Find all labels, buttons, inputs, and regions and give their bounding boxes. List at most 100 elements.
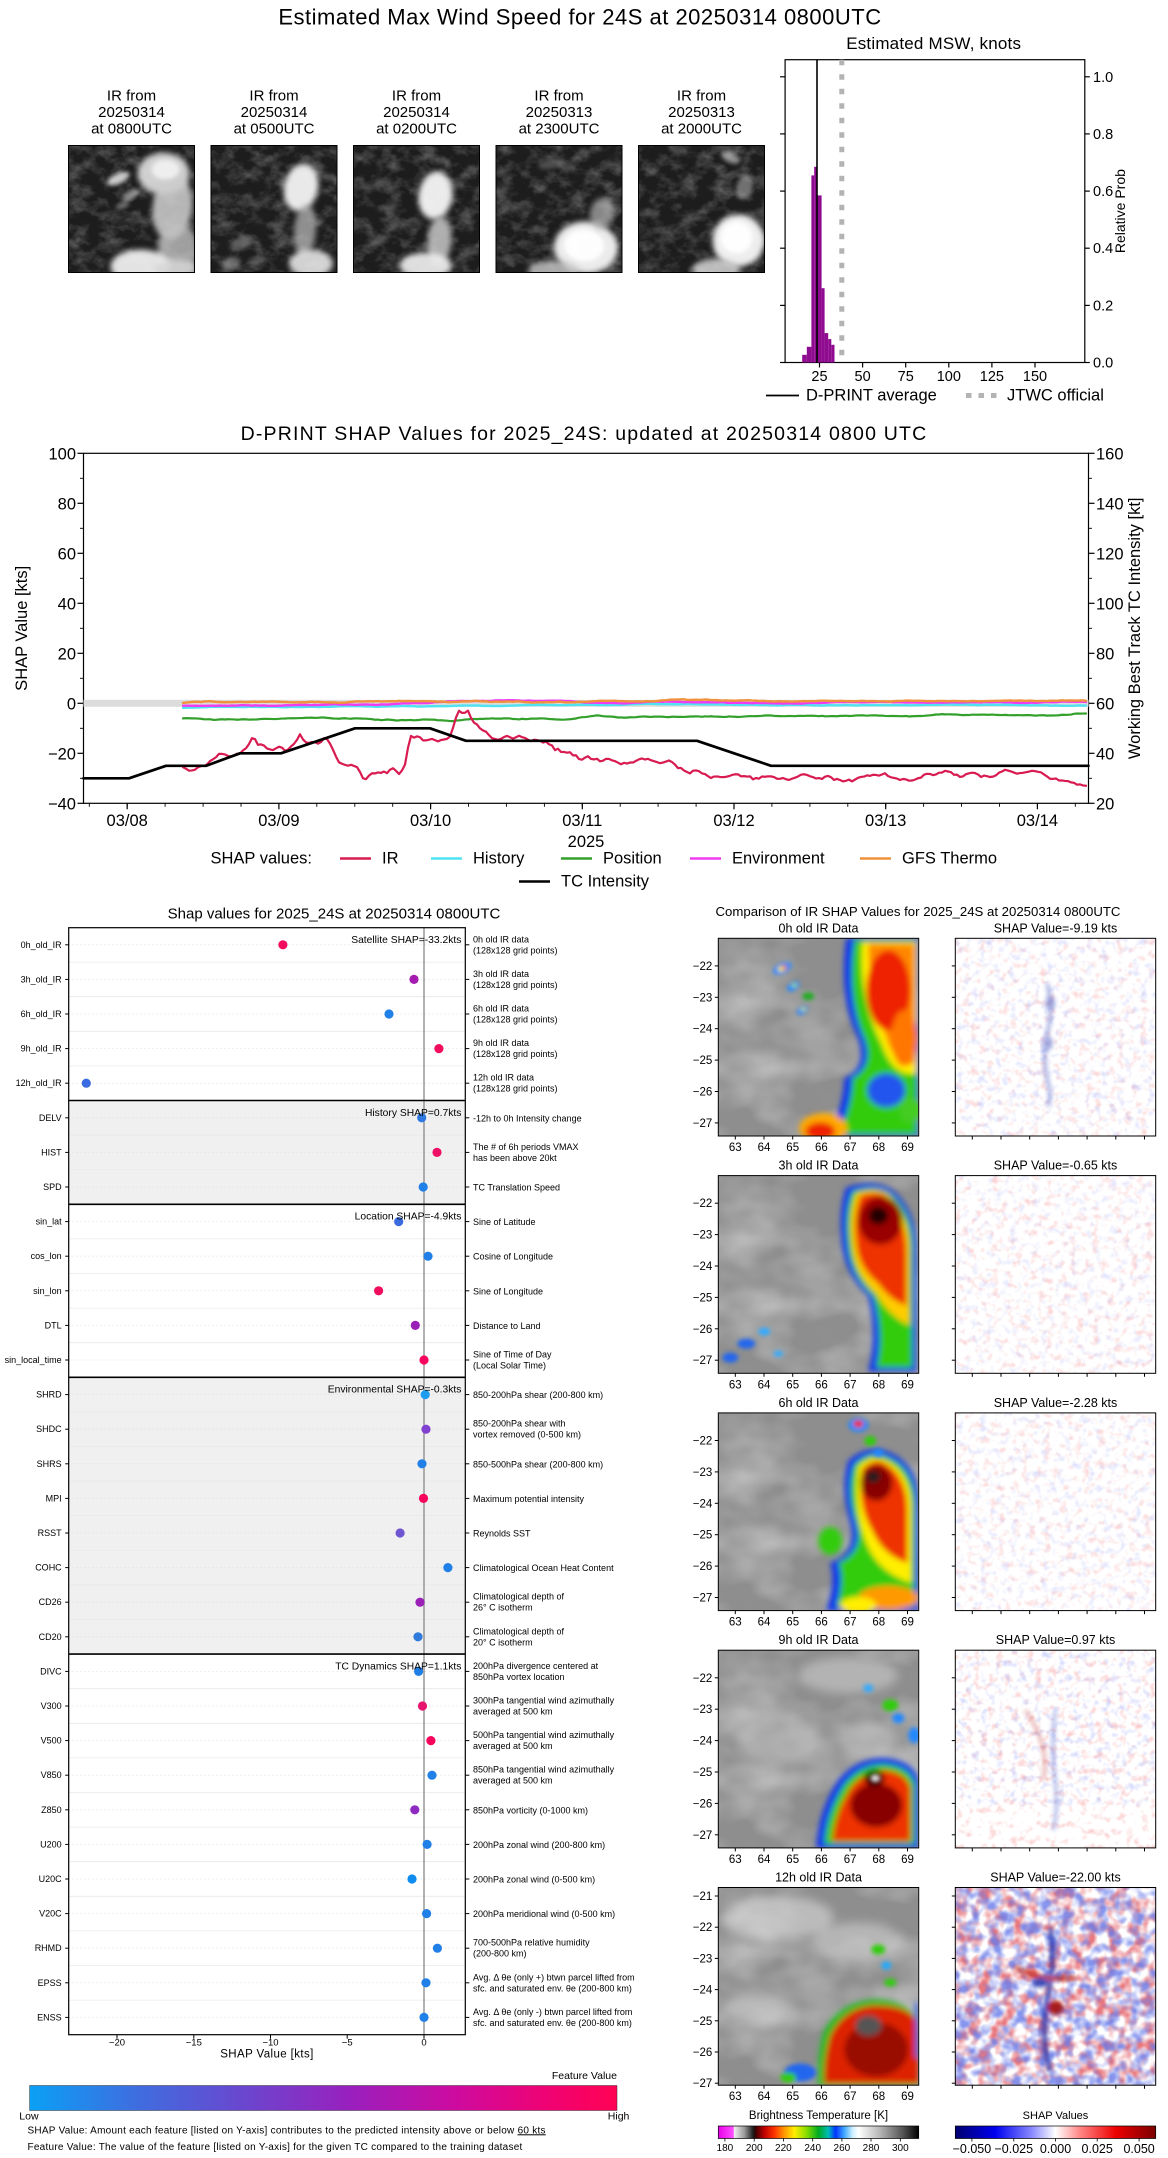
svg-text:160: 160 <box>1096 445 1124 463</box>
svg-text:300hPa tangential wind azimuth: 300hPa tangential wind azimuthally <box>473 1696 615 1706</box>
svg-text:100: 100 <box>937 369 961 385</box>
svg-text:850-500hPa shear (200-800 km): 850-500hPa shear (200-800 km) <box>473 1459 603 1469</box>
svg-text:Sine of Longitude: Sine of Longitude <box>473 1286 543 1296</box>
svg-text:at 2000UTC: at 2000UTC <box>661 121 742 138</box>
svg-text:200hPa zonal wind (0-500 km): 200hPa zonal wind (0-500 km) <box>473 1875 595 1885</box>
svg-text:COHC: COHC <box>35 1563 62 1573</box>
svg-text:Climatological Ocean Heat Cont: Climatological Ocean Heat Content <box>473 1563 614 1573</box>
svg-text:68: 68 <box>872 2091 885 2103</box>
svg-text:sfc. and saturated env. θe (20: sfc. and saturated env. θe (200-800 km) <box>473 1983 632 1993</box>
svg-text:Working Best Track TC Intensit: Working Best Track TC Intensity [kt] <box>1126 497 1144 759</box>
svg-text:40: 40 <box>58 595 76 613</box>
svg-text:9h old IR Data: 9h old IR Data <box>779 1633 859 1647</box>
svg-text:200hPa divergence centered at: 200hPa divergence centered at <box>473 1661 599 1671</box>
svg-text:66: 66 <box>815 2091 828 2103</box>
svg-text:Shap values for 2025_24S at 20: Shap values for 2025_24S at 20250314 080… <box>168 906 501 923</box>
svg-text:−20: −20 <box>109 2038 125 2049</box>
svg-text:20: 20 <box>58 645 76 663</box>
svg-text:−23: −23 <box>693 992 713 1004</box>
svg-text:-12h to 0h Intensity change: -12h to 0h Intensity change <box>473 1113 582 1123</box>
svg-text:03/13: 03/13 <box>865 812 906 830</box>
svg-text:SHRD: SHRD <box>36 1390 62 1400</box>
svg-text:20250314: 20250314 <box>241 104 308 121</box>
svg-text:63: 63 <box>729 1142 742 1154</box>
svg-text:6h old IR data: 6h old IR data <box>473 1004 529 1014</box>
svg-text:850-200hPa shear with: 850-200hPa shear with <box>473 1419 566 1429</box>
svg-text:−27: −27 <box>693 2078 713 2090</box>
svg-text:63: 63 <box>729 1379 742 1391</box>
svg-text:20: 20 <box>1096 795 1114 813</box>
svg-text:66: 66 <box>815 1142 828 1154</box>
svg-text:0: 0 <box>67 695 76 713</box>
svg-text:SHRS: SHRS <box>37 1459 62 1469</box>
svg-text:DIVC: DIVC <box>40 1666 62 1676</box>
svg-text:V20C: V20C <box>39 1909 62 1919</box>
svg-text:GFS Thermo: GFS Thermo <box>902 850 997 868</box>
svg-text:69: 69 <box>901 1379 914 1391</box>
svg-text:−23: −23 <box>693 1467 713 1479</box>
svg-text:−27: −27 <box>693 1830 713 1842</box>
svg-text:100: 100 <box>48 445 76 463</box>
svg-text:140: 140 <box>1096 495 1124 513</box>
svg-text:6h_old_IR: 6h_old_IR <box>21 1009 63 1019</box>
svg-text:−24: −24 <box>693 1985 713 1997</box>
svg-text:69: 69 <box>901 1142 914 1154</box>
svg-text:Satellite SHAP=-33.2kts: Satellite SHAP=-33.2kts <box>351 935 461 946</box>
svg-text:SHAP Value [kts]: SHAP Value [kts] <box>13 566 31 691</box>
svg-text:Cosine of Longitude: Cosine of Longitude <box>473 1252 553 1262</box>
svg-text:SHAP Value=0.97 kts: SHAP Value=0.97 kts <box>996 1633 1115 1647</box>
svg-text:at 0200UTC: at 0200UTC <box>376 121 457 138</box>
svg-text:Reynolds SST: Reynolds SST <box>473 1529 531 1539</box>
svg-text:Brightness Temperature [K]: Brightness Temperature [K] <box>749 2110 888 2122</box>
svg-text:−24: −24 <box>693 1736 713 1748</box>
svg-text:D-PRINT average: D-PRINT average <box>806 387 937 405</box>
svg-text:260: 260 <box>834 2143 851 2154</box>
svg-text:averaged at 500 km: averaged at 500 km <box>473 1741 553 1751</box>
svg-text:66: 66 <box>815 1854 828 1866</box>
svg-text:ENSS: ENSS <box>37 2012 62 2022</box>
svg-text:(200-800 km): (200-800 km) <box>473 1949 527 1959</box>
svg-text:700-500hPa relative humidity: 700-500hPa relative humidity <box>473 1938 590 1948</box>
svg-text:Sine of Latitude: Sine of Latitude <box>473 1217 536 1227</box>
svg-text:63: 63 <box>729 1617 742 1629</box>
svg-text:3h old IR Data: 3h old IR Data <box>779 1159 859 1173</box>
svg-text:67: 67 <box>844 1142 857 1154</box>
svg-text:0.025: 0.025 <box>1082 2142 1113 2156</box>
svg-text:Sine of Time of Day: Sine of Time of Day <box>473 1350 552 1360</box>
svg-text:12h_old_IR: 12h_old_IR <box>16 1078 63 1088</box>
svg-text:Position: Position <box>603 850 662 868</box>
svg-text:−20: −20 <box>48 745 76 763</box>
svg-text:0.2: 0.2 <box>1093 298 1113 314</box>
svg-text:03/11: 03/11 <box>562 812 602 830</box>
svg-text:850hPa tangential wind azimuth: 850hPa tangential wind azimuthally <box>473 1765 615 1775</box>
svg-text:−23: −23 <box>693 1704 713 1716</box>
svg-text:220: 220 <box>775 2143 792 2154</box>
svg-text:Relative Prob: Relative Prob <box>1112 169 1128 253</box>
svg-text:averaged at 500 km: averaged at 500 km <box>473 1707 553 1717</box>
svg-text:25: 25 <box>811 369 827 385</box>
svg-text:20° C isotherm: 20° C isotherm <box>473 1637 533 1647</box>
svg-text:500hPa tangential wind azimuth: 500hPa tangential wind azimuthally <box>473 1730 615 1740</box>
svg-text:SHAP Value=-9.19 kts: SHAP Value=-9.19 kts <box>994 921 1118 935</box>
svg-text:240: 240 <box>804 2143 821 2154</box>
svg-text:IR from: IR from <box>392 88 441 105</box>
svg-text:850-200hPa shear (200-800 km): 850-200hPa shear (200-800 km) <box>473 1390 603 1400</box>
svg-text:60: 60 <box>1096 695 1114 713</box>
svg-text:−26: −26 <box>693 1324 713 1336</box>
svg-text:IR from: IR from <box>534 88 583 105</box>
svg-text:−27: −27 <box>693 1355 713 1367</box>
svg-text:−25: −25 <box>693 1055 713 1067</box>
svg-text:SHAP Values: SHAP Values <box>1023 2110 1089 2122</box>
svg-text:200: 200 <box>746 2143 763 2154</box>
svg-text:64: 64 <box>758 2091 771 2103</box>
svg-text:65: 65 <box>786 1379 799 1391</box>
svg-text:Distance to Land: Distance to Land <box>473 1321 541 1331</box>
svg-text:−25: −25 <box>693 1767 713 1779</box>
svg-text:63: 63 <box>729 2091 742 2103</box>
svg-text:200hPa zonal wind (200-800 km): 200hPa zonal wind (200-800 km) <box>473 1840 605 1850</box>
svg-text:3h old IR data: 3h old IR data <box>473 969 529 979</box>
svg-text:Comparison of IR SHAP Values f: Comparison of IR SHAP Values for 2025_24… <box>716 904 1121 919</box>
svg-text:−22: −22 <box>693 1198 713 1210</box>
svg-text:has been above 20kt: has been above 20kt <box>473 1153 557 1163</box>
svg-text:(128x128 grid points): (128x128 grid points) <box>473 1084 558 1094</box>
